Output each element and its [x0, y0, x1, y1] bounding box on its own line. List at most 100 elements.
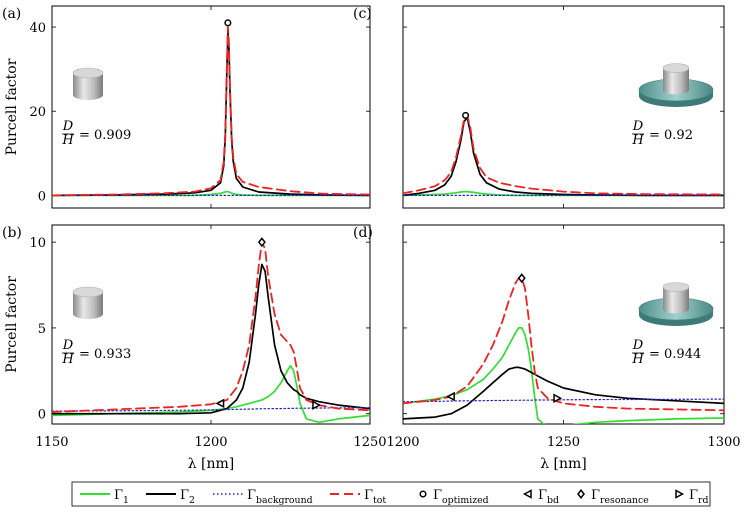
panel-c: (c) DH = 0.92	[353, 5, 725, 209]
legend-label-rd-sub: rd	[698, 495, 708, 506]
pillar-top	[662, 282, 690, 292]
xtick-label: 1200	[386, 435, 419, 450]
plot-area	[52, 19, 370, 197]
legend-label-background-base: Γ	[247, 488, 256, 503]
legend-item-background: Γbackground	[213, 488, 313, 506]
y-axis-label: Purcell factor	[4, 58, 20, 155]
xtick-label: 1300	[707, 435, 740, 450]
marker-gamma-bd	[215, 398, 225, 409]
ratio-value: = 0.933	[79, 347, 131, 362]
pillar-body	[663, 68, 689, 95]
marker-gamma-bd	[446, 391, 455, 402]
series-line-tot	[52, 26, 370, 197]
ratio-numerator: D	[62, 119, 74, 134]
legend-marker-optimized	[419, 490, 427, 498]
ytick-label: 20	[29, 105, 46, 120]
series-line-gamma1	[403, 327, 724, 424]
cylinder-icon	[72, 286, 104, 319]
y-axis-label: Purcell factor	[4, 276, 20, 373]
legend-item-gamma1: Γ1	[80, 488, 129, 506]
legend-marker-rd	[675, 489, 685, 499]
ratio-value: = 0.92	[649, 128, 693, 143]
x-axis-label: λ [nm]	[188, 456, 235, 472]
ratio-annotation: DH = 0.944	[631, 338, 701, 367]
series-line-background	[403, 398, 724, 403]
xtick-label: 1250	[547, 435, 580, 450]
cylinder-top	[72, 67, 104, 79]
ratio-denominator: H	[61, 133, 74, 148]
marker-gamma-resonance	[257, 237, 266, 248]
legend-label-optimized: Γoptimized	[433, 488, 489, 506]
plot-frame	[51, 224, 371, 425]
xtick-label: 1200	[194, 435, 227, 450]
legend-label-rd: Γrd	[689, 488, 708, 506]
legend-label-optimized-base: Γ	[433, 488, 442, 503]
ratio-denominator: H	[61, 352, 74, 367]
legend-item-tot: Γtot	[330, 488, 386, 506]
legend-item-gamma2: Γ2	[146, 488, 195, 506]
legend-label-tot-sub: tot	[373, 495, 386, 506]
legend-label-gamma2-base: Γ	[180, 488, 189, 503]
ytick-label: 40	[29, 21, 46, 36]
pillar-body	[663, 287, 689, 314]
legend-box	[71, 481, 711, 507]
legend-marker-resonance	[577, 488, 585, 500]
legend-label-background-sub: background	[256, 495, 313, 506]
ratio-annotation: DH = 0.92	[631, 119, 693, 148]
marker-gamma-optimized	[224, 19, 232, 27]
plot-area	[52, 237, 370, 424]
legend-label-bd: Γbd	[538, 488, 559, 506]
legend-label-gamma1-base: Γ	[114, 488, 123, 503]
legend-label-resonance-sub: resonance	[600, 495, 649, 506]
legend-marker-bd	[522, 489, 532, 499]
panel-a: (a) 0 20 40 Purcell factor DH = 0.909	[2, 5, 371, 209]
legend-item-resonance: Γresonance	[577, 488, 649, 506]
ytick-label: 0	[38, 189, 46, 204]
legend-label-background: Γbackground	[247, 488, 313, 506]
panel-label: (a)	[2, 6, 21, 22]
series-line-gamma2	[403, 366, 724, 420]
xtick-label: 1250	[353, 435, 386, 450]
series-line-gamma2	[52, 263, 370, 415]
ratio-annotation: DH = 0.933	[61, 338, 131, 367]
marker-gamma-optimized	[462, 111, 470, 119]
legend-label-gamma1: Γ1	[114, 488, 129, 506]
series-line-tot	[403, 114, 724, 196]
legend-label-gamma2-sub: 2	[189, 495, 195, 506]
pillar-on-substrate-icon	[638, 63, 714, 107]
marker-gamma-rd	[312, 400, 322, 410]
ytick-label: 10	[29, 236, 46, 251]
cylinder-icon	[72, 67, 104, 100]
marker-gamma-resonance	[517, 273, 526, 284]
ratio-value: = 0.944	[649, 347, 701, 362]
plot-frame	[51, 5, 371, 209]
ratio-value: = 0.909	[79, 128, 131, 143]
ratio-numerator: D	[62, 338, 74, 353]
ratio-annotation: DH = 0.909	[61, 119, 131, 148]
cylinder-body	[73, 73, 103, 100]
series-line-gamma1	[403, 190, 724, 197]
series-line-tot	[403, 277, 724, 412]
panel-label: (d)	[353, 225, 373, 241]
legend-item-rd: Γrd	[675, 488, 708, 506]
panel-b: (b) 0 5 10 1150 1200 1250 Purcell factor λ [nm] D…	[2, 224, 387, 472]
legend-label-optimized-sub: optimized	[442, 495, 489, 506]
series-line-tot	[52, 241, 370, 413]
marker-gamma-rd	[553, 393, 563, 404]
legend-label-bd-sub: bd	[547, 495, 559, 506]
legend-label-resonance: Γresonance	[591, 488, 649, 506]
pillar-top	[662, 63, 690, 73]
cylinder-body	[73, 292, 103, 319]
legend-label-tot: Γtot	[364, 488, 386, 506]
legend-label-tot-base: Γ	[364, 488, 373, 503]
series-line-background	[52, 407, 370, 412]
x-axis-label: λ [nm]	[540, 456, 587, 472]
legend-item-optimized: Γoptimized	[419, 488, 489, 506]
ytick-label: 5	[38, 322, 46, 337]
ratio-numerator: D	[632, 119, 644, 134]
legend-label-resonance-base: Γ	[591, 488, 600, 503]
legend-label-gamma2: Γ2	[180, 488, 195, 506]
xtick-label: 1150	[35, 435, 68, 450]
